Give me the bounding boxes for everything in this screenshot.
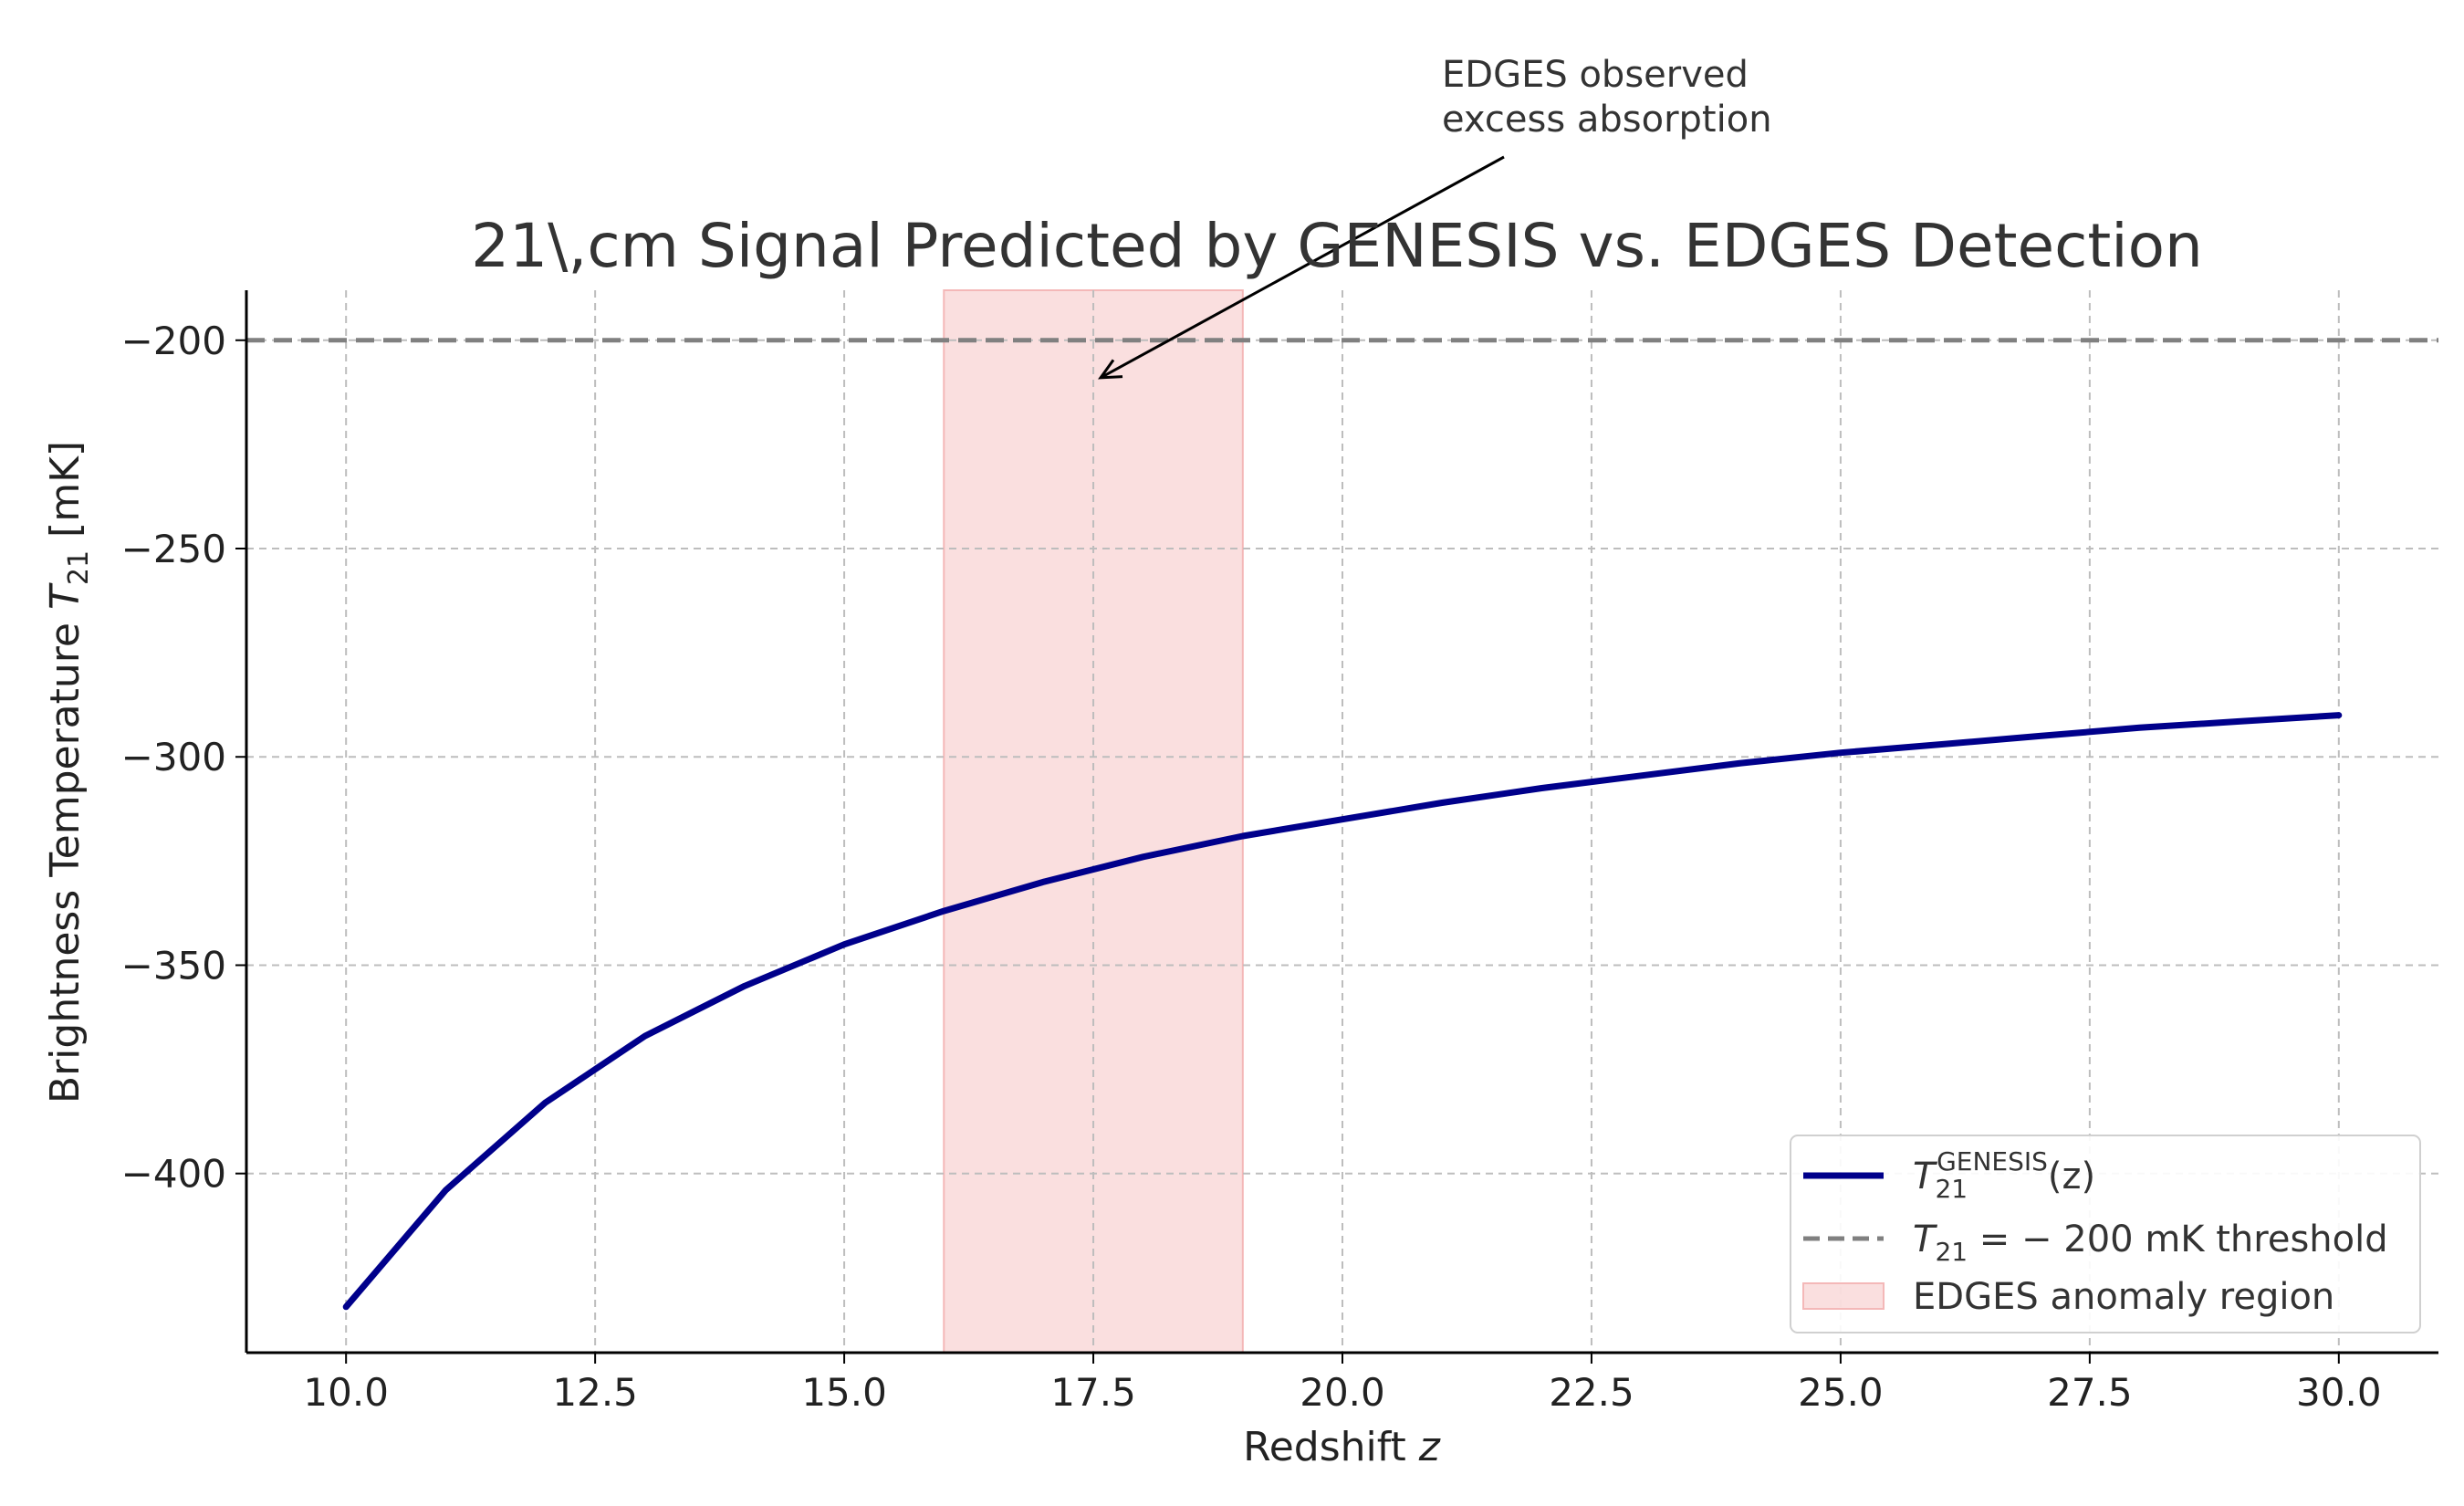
legend-swatch-region xyxy=(1802,1282,1885,1310)
y-tick-label: −250 xyxy=(121,527,226,571)
x-tick-label: 27.5 xyxy=(2047,1370,2133,1415)
genesis-series-line xyxy=(342,712,2343,1311)
chart-title: 21\,cm Signal Predicted by GENESIS vs. E… xyxy=(471,211,2203,281)
legend-layer: T21GENESIS(z) T21 = − 200 mK threshold EDG… xyxy=(1790,1135,2421,1333)
ticks-layer: 10.0 12.5 15.0 17.5 20.0 22.5 25.0 27.5 30.0 −400… xyxy=(121,319,2382,1415)
x-tick-label: 22.5 xyxy=(1549,1370,1634,1415)
annotation-text: excess absorption xyxy=(1442,99,1772,141)
series-layer xyxy=(342,712,2343,1311)
y-tick-label: −350 xyxy=(121,943,226,988)
x-tick-label: 15.0 xyxy=(801,1370,887,1415)
legend-label-0: T21GENESIS(z) xyxy=(1913,1146,2095,1204)
x-tick-label: 20.0 xyxy=(1300,1370,1385,1415)
x-tick-label: 17.5 xyxy=(1050,1370,1136,1415)
y-tick-label: −300 xyxy=(121,735,226,779)
y-tick-label: −200 xyxy=(121,319,226,363)
legend-box xyxy=(1790,1135,2421,1333)
annotation-text: EDGES observed xyxy=(1442,54,1749,96)
y-axis-label: Brightness Temperature T21 [mK] xyxy=(42,441,95,1103)
legend-label-2: EDGES anomaly region xyxy=(1913,1276,2334,1318)
annotation-arrowhead xyxy=(1098,359,1123,380)
x-axis-label: Redshift z xyxy=(1243,1424,1441,1470)
x-tick-label: 25.0 xyxy=(1798,1370,1884,1415)
x-tick-label: 10.0 xyxy=(303,1370,389,1415)
x-tick-label: 12.5 xyxy=(552,1370,638,1415)
annotation-arrow xyxy=(1100,155,1505,380)
legend-label-1: T21 = − 200 mK threshold xyxy=(1913,1218,2388,1267)
y-tick-label: −400 xyxy=(121,1152,226,1197)
x-tick-label: 30.0 xyxy=(2296,1370,2382,1415)
